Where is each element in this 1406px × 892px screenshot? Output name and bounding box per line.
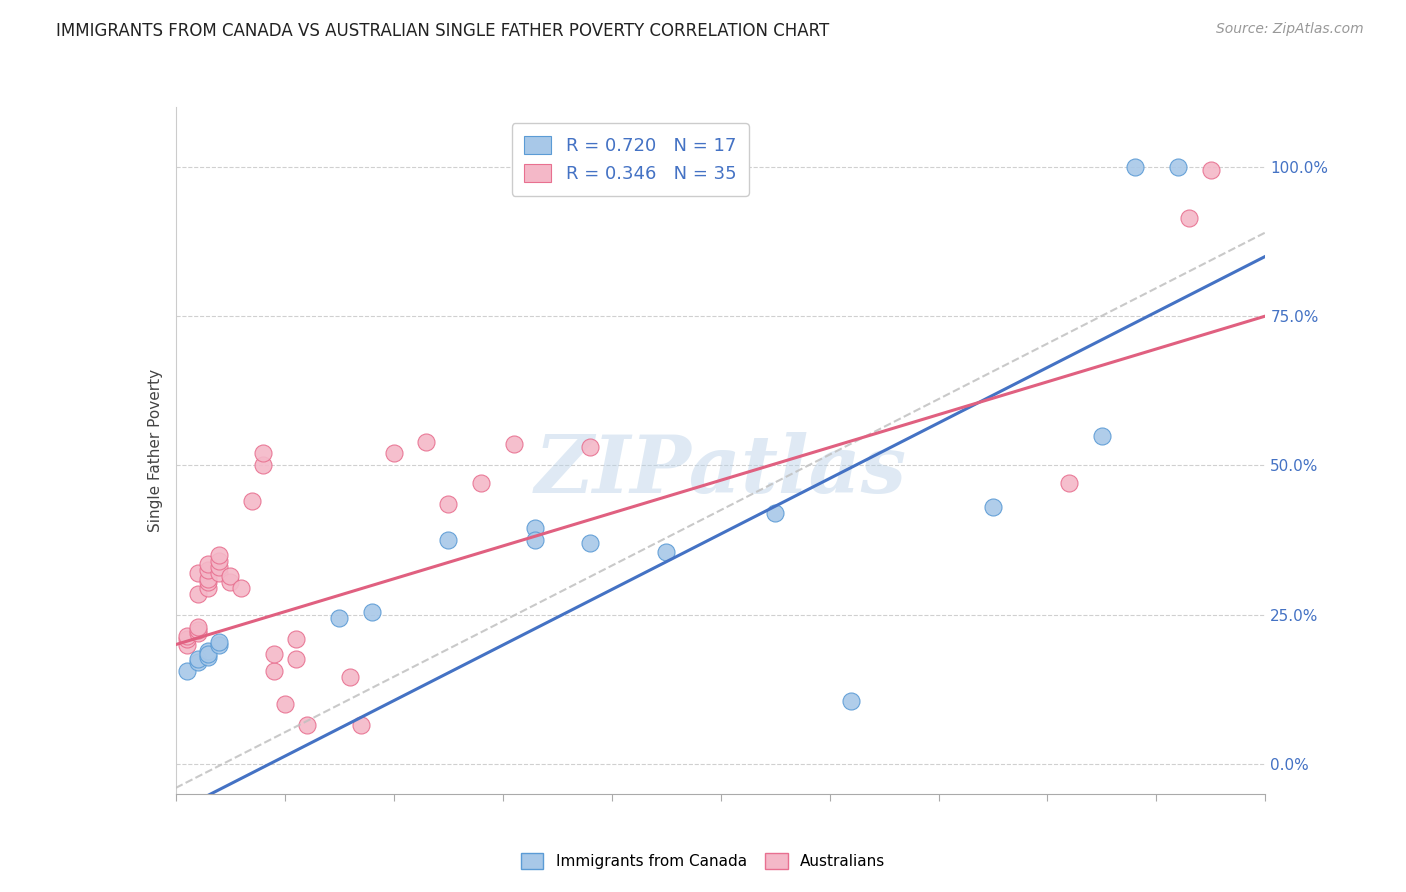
Point: [470, 476, 492, 491]
Point: [284, 632, 307, 646]
Point: [208, 566, 231, 580]
Point: [208, 554, 231, 568]
Point: [263, 665, 285, 679]
Point: [981, 500, 1004, 515]
Text: IMMIGRANTS FROM CANADA VS AUSTRALIAN SINGLE FATHER POVERTY CORRELATION CHART: IMMIGRANTS FROM CANADA VS AUSTRALIAN SIN…: [56, 22, 830, 40]
Point: [295, 718, 318, 732]
Point: [186, 652, 209, 666]
Point: [208, 560, 231, 574]
Point: [176, 665, 198, 679]
Point: [197, 649, 219, 664]
Point: [231, 581, 253, 595]
Point: [219, 569, 242, 583]
Point: [219, 574, 242, 589]
Point: [284, 652, 307, 666]
Point: [252, 446, 274, 460]
Point: [437, 533, 460, 547]
Point: [579, 441, 602, 455]
Point: [197, 557, 219, 571]
Legend: Immigrants from Canada, Australians: Immigrants from Canada, Australians: [515, 847, 891, 875]
Point: [252, 458, 274, 473]
Point: [437, 497, 460, 511]
Point: [1167, 160, 1189, 174]
Point: [197, 572, 219, 586]
Point: [382, 446, 405, 460]
Point: [176, 632, 198, 646]
Point: [1178, 211, 1201, 225]
Point: [186, 623, 209, 637]
Point: [197, 643, 219, 657]
Point: [339, 670, 361, 684]
Point: [524, 521, 547, 535]
Point: [208, 638, 231, 652]
Point: [841, 694, 863, 708]
Point: [186, 587, 209, 601]
Point: [176, 629, 198, 643]
Point: [415, 434, 437, 449]
Text: Source: ZipAtlas.com: Source: ZipAtlas.com: [1216, 22, 1364, 37]
Point: [360, 605, 382, 619]
Point: [186, 620, 209, 634]
Point: [655, 545, 678, 559]
Point: [1091, 428, 1114, 442]
Point: [1057, 476, 1080, 491]
Point: [274, 698, 297, 712]
Point: [350, 718, 373, 732]
Point: [579, 536, 602, 550]
Point: [186, 656, 209, 670]
Point: [502, 437, 524, 451]
Point: [197, 574, 219, 589]
Point: [176, 638, 198, 652]
Point: [186, 625, 209, 640]
Point: [197, 563, 219, 577]
Point: [328, 610, 350, 624]
Legend: R = 0.720   N = 17, R = 0.346   N = 35: R = 0.720 N = 17, R = 0.346 N = 35: [512, 123, 749, 196]
Y-axis label: Single Father Poverty: Single Father Poverty: [148, 369, 163, 532]
Point: [208, 548, 231, 562]
Point: [240, 494, 263, 508]
Point: [263, 647, 285, 661]
Point: [1199, 162, 1222, 177]
Point: [763, 506, 786, 520]
Point: [197, 581, 219, 595]
Point: [186, 566, 209, 580]
Point: [524, 533, 547, 547]
Point: [208, 634, 231, 648]
Text: ZIPatlas: ZIPatlas: [534, 433, 907, 510]
Point: [197, 647, 219, 661]
Point: [1123, 160, 1146, 174]
